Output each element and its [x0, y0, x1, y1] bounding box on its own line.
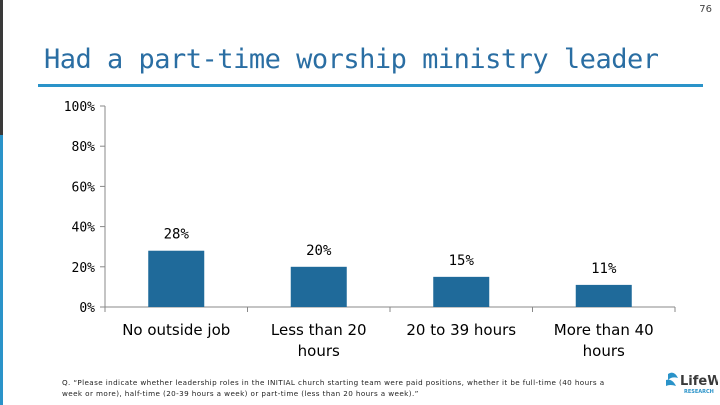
data-label-3: 15%: [449, 253, 475, 269]
data-label-1: 28%: [164, 227, 190, 243]
page-number: 76: [699, 4, 712, 15]
left-accent-bar-blue: [0, 135, 3, 405]
lifeway-research-logo: LifeWay RESEARCH: [666, 372, 718, 395]
category-label-3: 20 to 39 hours: [406, 321, 516, 339]
bar-3: [433, 276, 490, 307]
category-label-4: More than 40 hours: [554, 321, 654, 360]
y-tick-label-100: 100%: [64, 100, 95, 115]
y-tick-label-20: 20%: [72, 261, 96, 276]
category-label-2: Less than 20 hours: [271, 321, 367, 360]
survey-question-footnote: Q. “Please indicate whether leadership r…: [62, 378, 605, 398]
data-label-2: 20%: [306, 243, 332, 259]
category-label-1: No outside job: [122, 321, 230, 339]
y-tick-label-40: 40%: [72, 221, 96, 236]
y-tick-label-0: 0%: [79, 301, 95, 316]
bar-2: [290, 266, 347, 307]
bar-4: [575, 284, 632, 307]
title-underline: [38, 84, 703, 87]
data-label-4: 11%: [591, 261, 617, 277]
logo-brand: LifeWay: [680, 374, 718, 389]
logo-sub: RESEARCH: [684, 389, 714, 395]
left-accent-bar-dark: [0, 0, 3, 135]
chart-title: Had a part-time worship ministry leader: [44, 44, 659, 75]
logo-mark-icon: [666, 372, 678, 386]
y-tick-label-60: 60%: [72, 180, 96, 195]
bar-1: [148, 250, 205, 307]
y-tick-label-80: 80%: [72, 140, 96, 155]
